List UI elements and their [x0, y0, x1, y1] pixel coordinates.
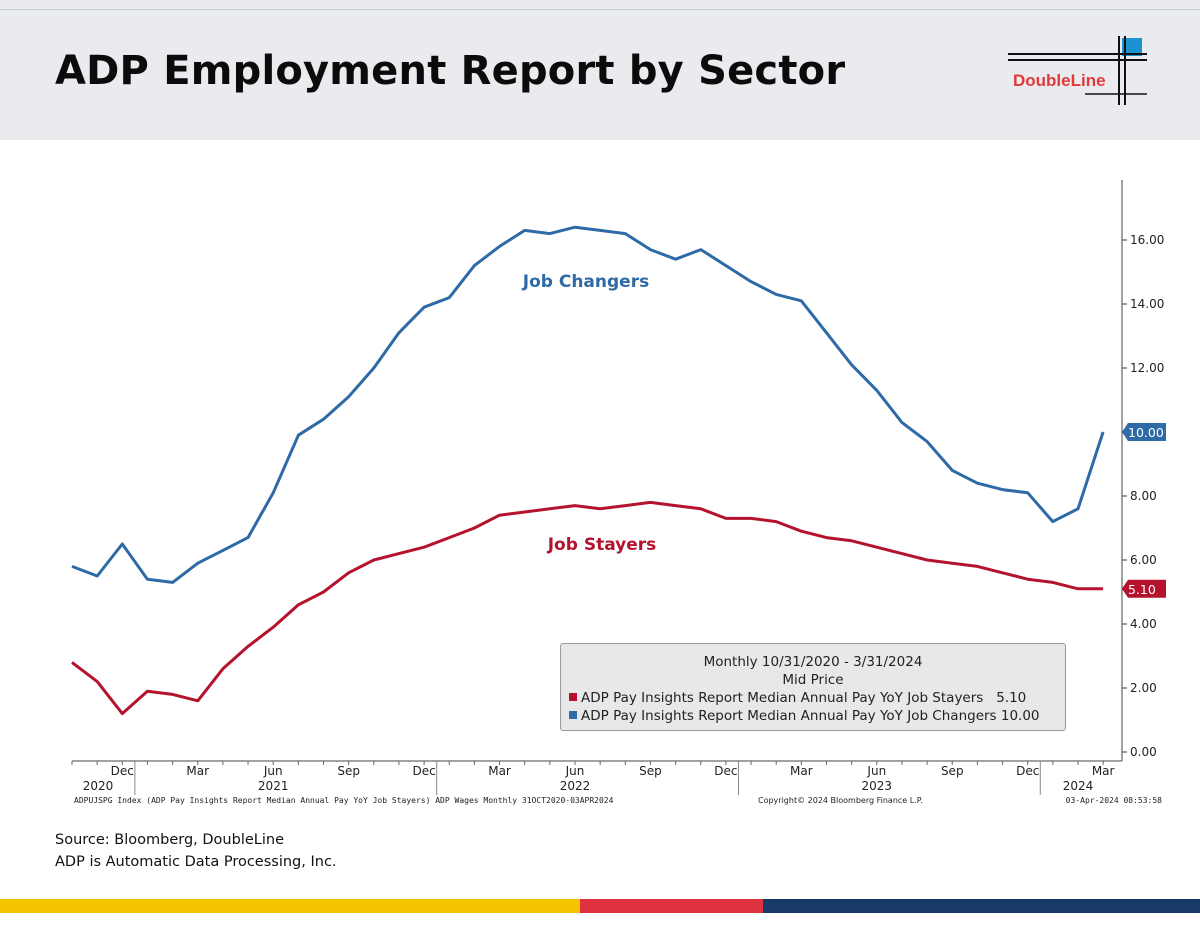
- y-tick-label: 8.00: [1130, 489, 1157, 503]
- x-tick-label: Sep: [337, 764, 360, 778]
- x-axis: Dec Mar Jun Sep Dec Mar Jun Sep Dec Mar Jun Sep Dec M…: [71, 761, 1115, 795]
- y-tick-label: 6.00: [1130, 553, 1157, 567]
- y-tick-label: 4.00: [1130, 617, 1157, 631]
- last-value-tags: 10.00 5.10: [1122, 423, 1166, 598]
- x-tick-label: Mar: [1092, 764, 1115, 778]
- series-line-job-changers: [71, 225, 1105, 584]
- logo-wordmark: DoubleLine: [1013, 71, 1106, 90]
- y-tick-label: 14.00: [1130, 297, 1164, 311]
- legend-header-price: Mid Price: [782, 672, 844, 688]
- series-line-job-stayers: [71, 500, 1104, 716]
- x-tick-label: Sep: [941, 764, 964, 778]
- footnote-left: ADPUJSPG Index (ADP Pay Insights Report …: [74, 796, 614, 805]
- last-value-tag-text: 5.10: [1128, 582, 1156, 597]
- legend-item-job-changers: ADP Pay Insights Report Median Annual Pa…: [569, 707, 1065, 725]
- annotation-job-changers: Job Changers: [522, 272, 649, 292]
- x-tick-label: Sep: [639, 764, 662, 778]
- legend-swatch-job-changers: [569, 711, 577, 719]
- footnote-copyright: Copyright© 2024 Bloomberg Finance L.P.: [758, 796, 923, 805]
- plot-frame: [72, 180, 1123, 762]
- x-tick-label: Jun: [263, 764, 283, 778]
- last-value-tag-box: [1122, 423, 1166, 441]
- y-tick-label: 16.00: [1130, 233, 1164, 247]
- x-tick-label: Jun: [866, 764, 886, 778]
- line-chart: 0.00 2.00 4.00 6.00 8.00 10.00 12.00 14.00 16.00…: [71, 180, 1166, 805]
- x-tick-label: Jun: [565, 764, 585, 778]
- legend-header-range: Monthly 10/31/2020 - 3/31/2024: [703, 654, 923, 670]
- series-annotations: Job Changers Job Stayers: [522, 272, 656, 555]
- legend-label-job-stayers: ADP Pay Insights Report Median Annual Pa…: [581, 690, 1027, 706]
- x-year-label: 2022: [560, 779, 591, 793]
- adp-definition-line: ADP is Automatic Data Processing, Inc.: [55, 854, 337, 870]
- annotation-job-stayers: Job Stayers: [547, 535, 657, 555]
- y-tick-label: 2.00: [1130, 681, 1157, 695]
- legend-item-job-stayers: ADP Pay Insights Report Median Annual Pa…: [569, 689, 1065, 707]
- x-year-label: 2024: [1063, 779, 1094, 793]
- x-year-label: 2023: [862, 779, 893, 793]
- y-axis: 0.00 2.00 4.00 6.00 8.00 10.00 12.00 14.00 16.00: [1122, 233, 1164, 759]
- header-top-rule: [0, 9, 1200, 10]
- legend-label-job-changers: ADP Pay Insights Report Median Annual Pa…: [581, 708, 1040, 724]
- x-tick-label: Mar: [186, 764, 209, 778]
- x-tick-label: Mar: [488, 764, 511, 778]
- chart-footnotes: ADPUJSPG Index (ADP Pay Insights Report …: [74, 796, 1162, 805]
- last-value-tag-job-stayers: 5.10: [1122, 579, 1166, 598]
- header-banner: ADP Employment Report by Sector DoubleLi…: [0, 0, 1200, 140]
- y-tick-label: 0.00: [1130, 745, 1157, 759]
- x-year-label: 2020: [83, 779, 114, 793]
- footer-bar-yellow: [0, 899, 580, 913]
- last-value-tag-text: 10.00: [1128, 425, 1164, 440]
- x-tick-label: Dec: [111, 764, 134, 778]
- source-line: Source: Bloomberg, DoubleLine: [55, 832, 284, 848]
- page-title: ADP Employment Report by Sector: [55, 48, 846, 94]
- y-tick-label: 12.00: [1130, 361, 1164, 375]
- x-tick-label: Mar: [790, 764, 813, 778]
- source-note: Source: Bloomberg, DoubleLine ADP is Aut…: [55, 829, 337, 873]
- logo-blue-square: [1122, 38, 1142, 56]
- footer-bar-navy: [763, 899, 1200, 913]
- chart-legend: Monthly 10/31/2020 - 3/31/2024 Mid Price…: [560, 643, 1066, 731]
- last-value-tag-box: [1122, 579, 1166, 598]
- x-year-label: 2021: [258, 779, 289, 793]
- last-value-tag-job-changers: 10.00: [1122, 423, 1166, 441]
- x-tick-label: Dec: [714, 764, 737, 778]
- series-lines: [71, 225, 1105, 716]
- footnote-timestamp: 03-Apr-2024 08:53:58: [1066, 796, 1163, 805]
- x-tick-label: Dec: [412, 764, 435, 778]
- legend-swatch-job-stayers: [569, 693, 577, 701]
- doubleline-logo: DoubleLine: [1008, 36, 1147, 105]
- x-tick-label: Dec: [1016, 764, 1039, 778]
- footer-bar-red: [580, 899, 763, 913]
